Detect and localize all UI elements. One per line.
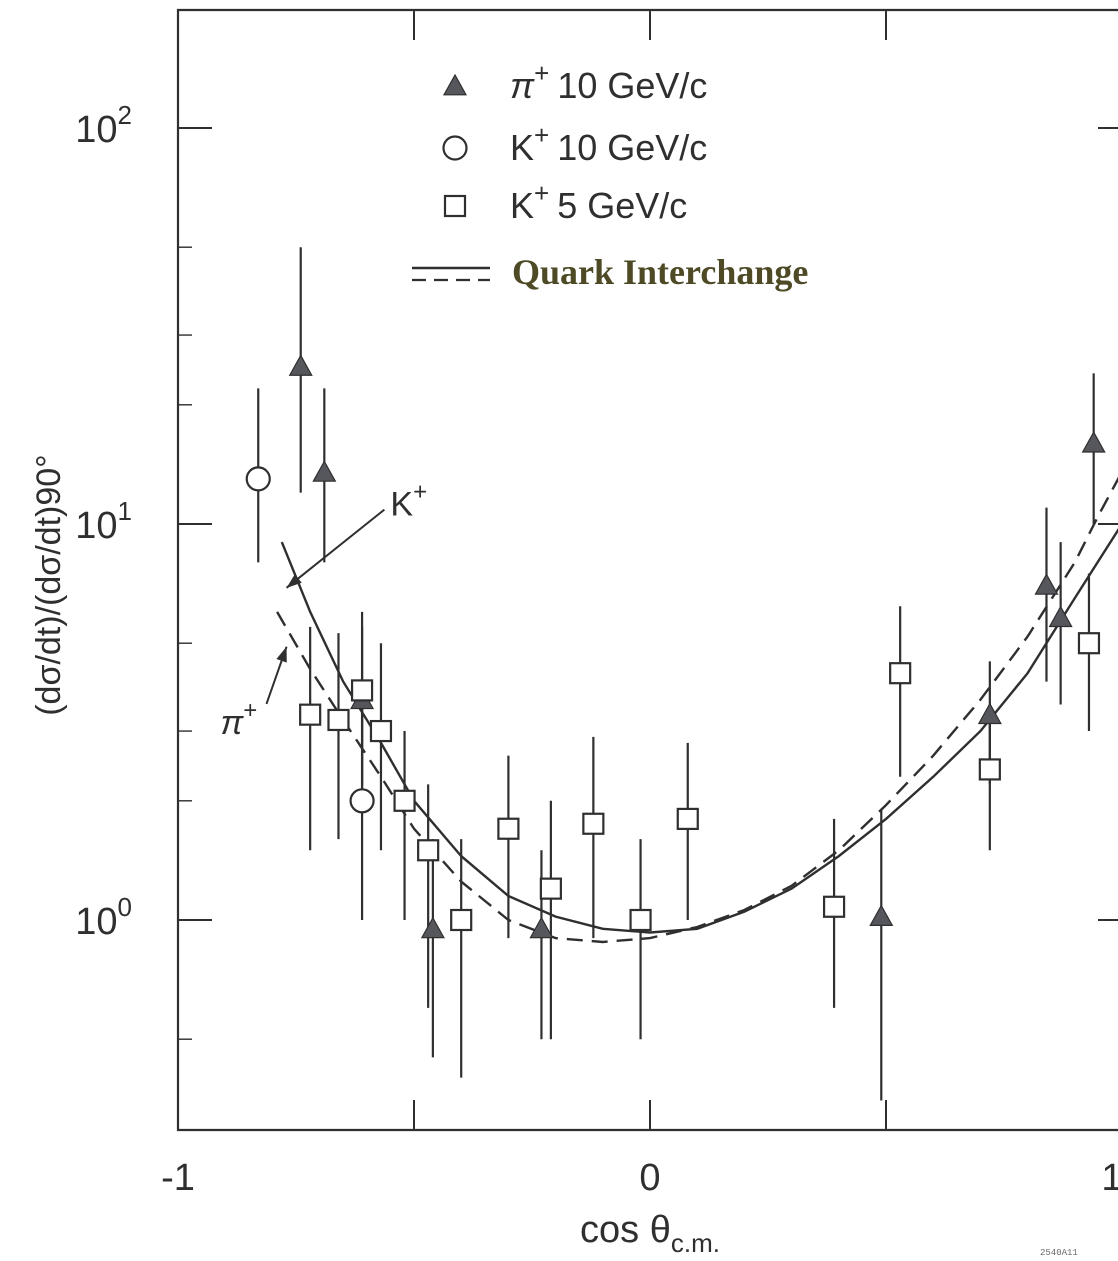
y-tick-label-exponent: 2 [118, 100, 132, 130]
x-tick-label: 0 [639, 1157, 660, 1199]
data-point-triangle [1048, 605, 1073, 628]
data-point-triangle [1034, 573, 1059, 595]
figure-code: 2540A11 [1040, 1248, 1078, 1258]
data-point-square [350, 679, 374, 702]
y-tick-label-exponent: 1 [118, 496, 132, 526]
x-tick-label: -1 [161, 1157, 195, 1199]
y-tick-label-exponent: 0 [118, 892, 132, 922]
plot-frame-line [176, 8, 1118, 1132]
data-point-square [497, 817, 520, 840]
data-point-square [822, 895, 846, 918]
data-point-square [676, 807, 699, 831]
legend-charge: + [534, 120, 549, 150]
theory-curves [276, 476, 1118, 944]
data-point-triangle [1081, 430, 1106, 453]
legend-charge: + [534, 58, 549, 88]
plot-frame [176, 8, 1118, 1132]
curve-label-charge: + [243, 697, 257, 724]
data-point-triangle [420, 916, 445, 939]
legend-label: K+ 5 GeV/c [510, 178, 687, 226]
data-point-square [393, 789, 416, 812]
legend-label: K+ 10 GeV/c [510, 120, 707, 168]
y-tick-label-base: 10 [75, 505, 117, 547]
data-point-square [539, 877, 562, 900]
legend-marker-circle [442, 135, 468, 161]
curve-label-particle: K [390, 486, 413, 524]
data-point-square [629, 908, 652, 932]
y-tick-label: 102 [75, 100, 132, 151]
data-markers [245, 354, 1106, 939]
legend-charge: + [534, 178, 549, 208]
data-point-square [327, 708, 350, 732]
y-tick-label-base: 10 [75, 109, 117, 151]
legend-label: Quark Interchange [512, 252, 808, 292]
data-point-triangle [288, 354, 313, 376]
legend-marker-triangle [442, 73, 468, 96]
curve-label-arrowhead [286, 574, 302, 588]
curve-pi-plus-dashed [276, 476, 1118, 944]
data-point-square [582, 812, 605, 835]
data-point-square [369, 719, 393, 743]
legend-momentum: 10 GeV/c [557, 127, 707, 168]
legend-label: π+ 10 GeV/c [510, 58, 707, 106]
y-tick-label: 101 [75, 496, 132, 547]
data-point-square [417, 839, 440, 862]
curve-label-text: K+ [390, 479, 427, 524]
data-point-square [299, 703, 322, 726]
error-bars [257, 247, 1095, 1101]
data-point-triangle [869, 904, 894, 926]
legend-marker-square [443, 194, 467, 218]
data-point-circle [349, 788, 375, 814]
y-tick-label-base: 10 [75, 901, 117, 943]
curve-label-text: π+ [220, 697, 257, 742]
data-point-triangle [977, 702, 1002, 725]
curve-label-arrow [285, 508, 386, 589]
legend-particle: K [510, 185, 534, 226]
curve-label-charge: + [413, 479, 427, 506]
y-tick-label: 100 [75, 892, 132, 943]
legend-momentum: 5 GeV/c [557, 185, 687, 226]
data-point-triangle [312, 460, 337, 482]
x-axis-title: cos θc.m. [580, 1209, 720, 1258]
data-point-square [1077, 632, 1101, 655]
data-point-triangle [529, 916, 554, 939]
data-point-square [978, 758, 1001, 781]
legend-momentum: 10 GeV/c [557, 65, 707, 106]
curve-label-arrowhead [276, 646, 287, 663]
data-point-circle [245, 466, 271, 492]
legend-particle: K [510, 127, 534, 168]
x-axis-title-main: cos θ [580, 1209, 671, 1251]
data-point-square [450, 908, 473, 932]
data-point-square [889, 662, 912, 685]
x-tick-label: 1 [1101, 1157, 1118, 1199]
y-axis-title: (dσ/dt)/(dσ/dt)90° [30, 454, 68, 716]
curve-labels: K+π+ [220, 479, 427, 742]
curve-k-plus-solid [280, 528, 1118, 934]
legend-particle: π [510, 65, 535, 106]
curve-label-particle: π [220, 704, 244, 742]
x-axis-title-subscript: c.m. [671, 1228, 720, 1258]
